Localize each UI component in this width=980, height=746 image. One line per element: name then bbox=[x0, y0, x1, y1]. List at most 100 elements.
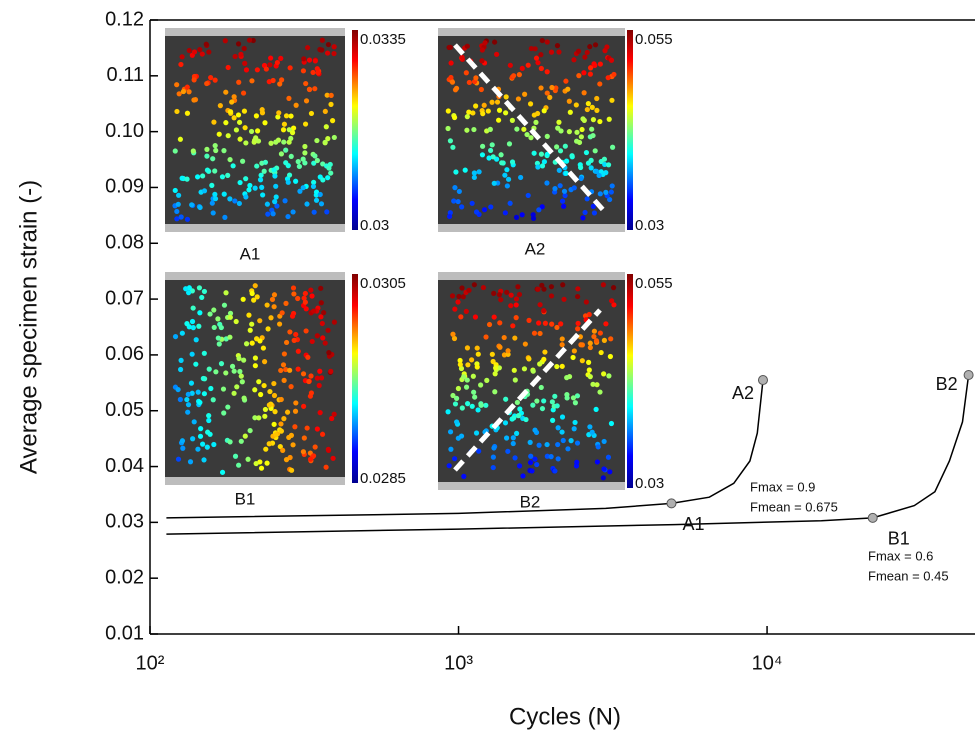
speckle bbox=[499, 160, 505, 166]
speckle bbox=[331, 44, 337, 50]
speckle bbox=[449, 79, 456, 85]
speckle bbox=[541, 286, 547, 292]
speckle bbox=[446, 213, 453, 220]
speckle bbox=[537, 361, 543, 367]
speckle bbox=[459, 285, 465, 291]
speckle bbox=[535, 110, 541, 117]
speckle bbox=[445, 108, 451, 114]
speckle bbox=[313, 197, 320, 203]
speckle bbox=[447, 44, 453, 50]
plot-frame bbox=[149, 19, 975, 635]
speckle bbox=[548, 454, 554, 460]
inset-grip bbox=[165, 224, 345, 232]
speckle bbox=[497, 320, 503, 326]
speckle bbox=[215, 316, 221, 322]
speckle bbox=[570, 395, 577, 401]
speckle bbox=[328, 92, 334, 98]
speckle bbox=[201, 188, 208, 194]
speckle bbox=[533, 55, 540, 61]
speckle bbox=[559, 336, 565, 342]
speckle bbox=[528, 453, 534, 459]
speckle bbox=[555, 456, 561, 462]
speckle bbox=[580, 215, 586, 221]
speckle bbox=[577, 164, 584, 171]
speckle bbox=[311, 308, 317, 314]
speckle bbox=[587, 344, 593, 351]
speckle bbox=[292, 408, 299, 414]
speckle bbox=[252, 355, 259, 361]
speckle bbox=[476, 448, 482, 454]
speckle bbox=[480, 284, 487, 291]
speckle bbox=[290, 125, 297, 131]
speckle bbox=[256, 379, 262, 385]
speckle bbox=[280, 362, 287, 368]
speckle bbox=[511, 415, 517, 421]
speckle bbox=[582, 209, 588, 216]
speckle bbox=[502, 420, 509, 426]
speckle bbox=[177, 136, 183, 142]
speckle bbox=[504, 289, 510, 295]
speckle bbox=[281, 121, 288, 127]
speckle bbox=[251, 297, 257, 303]
speckle bbox=[471, 282, 477, 288]
speckle bbox=[232, 53, 238, 60]
speckle bbox=[548, 284, 555, 290]
speckle bbox=[295, 295, 301, 302]
y-tick-label: 0.05 bbox=[105, 399, 144, 421]
speckle bbox=[225, 133, 231, 139]
speckle bbox=[454, 419, 460, 425]
speckle bbox=[491, 290, 497, 296]
speckle bbox=[487, 147, 494, 154]
speckle bbox=[302, 160, 308, 166]
speckle bbox=[570, 354, 576, 361]
speckle bbox=[320, 161, 326, 167]
speckle bbox=[301, 403, 307, 409]
speckle bbox=[242, 125, 248, 131]
speckle bbox=[526, 317, 532, 323]
y-tick-label: 0.03 bbox=[105, 511, 144, 533]
inset: 0.0305 0.0285 B1 bbox=[165, 272, 406, 508]
speckle bbox=[286, 139, 292, 145]
speckle bbox=[186, 47, 192, 54]
y-tick-label: 0.04 bbox=[105, 455, 144, 477]
speckle bbox=[480, 111, 486, 117]
speckle bbox=[200, 173, 206, 179]
speckle bbox=[445, 409, 451, 415]
speckle bbox=[598, 349, 604, 356]
speckle bbox=[303, 80, 309, 87]
speckle bbox=[172, 187, 178, 194]
speckle bbox=[482, 40, 488, 46]
speckle bbox=[556, 49, 562, 55]
speckle bbox=[539, 163, 546, 169]
speckle bbox=[578, 175, 584, 182]
speckle bbox=[450, 144, 456, 150]
speckle bbox=[597, 61, 603, 67]
speckle bbox=[327, 161, 333, 168]
speckle bbox=[259, 110, 266, 116]
speckle bbox=[515, 96, 522, 102]
speckle bbox=[257, 318, 263, 324]
speckle bbox=[273, 432, 279, 438]
speckle bbox=[196, 285, 203, 291]
speckle bbox=[567, 109, 573, 115]
speckle bbox=[600, 475, 606, 481]
speckle bbox=[528, 45, 534, 52]
speckle bbox=[260, 192, 266, 198]
speckle bbox=[487, 126, 493, 132]
speckle bbox=[179, 330, 185, 336]
point-marker bbox=[867, 512, 878, 523]
speckle bbox=[235, 112, 242, 118]
speckle bbox=[220, 386, 227, 392]
speckle bbox=[221, 302, 228, 308]
speckle bbox=[559, 342, 565, 348]
speckle bbox=[285, 213, 291, 220]
speckle bbox=[458, 314, 464, 320]
speckle bbox=[242, 60, 248, 66]
speckle bbox=[469, 200, 475, 206]
colorbar-min: 0.03 bbox=[360, 217, 389, 234]
speckle bbox=[296, 163, 302, 170]
speckle bbox=[513, 214, 520, 220]
speckle bbox=[513, 315, 519, 321]
speckle bbox=[325, 327, 331, 333]
speckle bbox=[331, 50, 337, 57]
